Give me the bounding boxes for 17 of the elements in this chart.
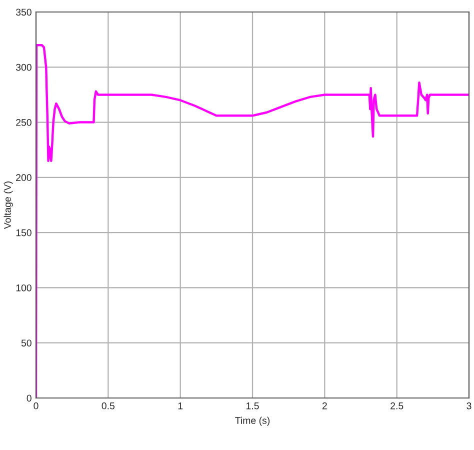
x-tick-label: 3 [466,402,472,410]
x-tick-label: 2.5 [390,402,404,410]
x-tick-label: 0.5 [102,402,115,410]
x-axis-title: Time (s) [235,416,270,426]
x-tick-label: 0 [34,402,38,410]
x-tick-label: 2 [322,402,327,410]
y-tick-label: 300 [16,64,32,71]
y-tick-label: 50 [21,340,32,346]
y-tick-label: 100 [16,284,32,292]
y-tick-label: 150 [16,229,32,236]
y-tick-label: 250 [16,119,32,126]
y-axis-title: Voltage (V) [4,182,13,230]
x-tick-label: 1 [178,402,183,410]
y-tick-label: 200 [16,174,32,182]
x-tick-label: 1.5 [246,402,259,410]
y-tick-label: 0 [26,394,32,402]
y-tick-label: 350 [16,8,32,16]
